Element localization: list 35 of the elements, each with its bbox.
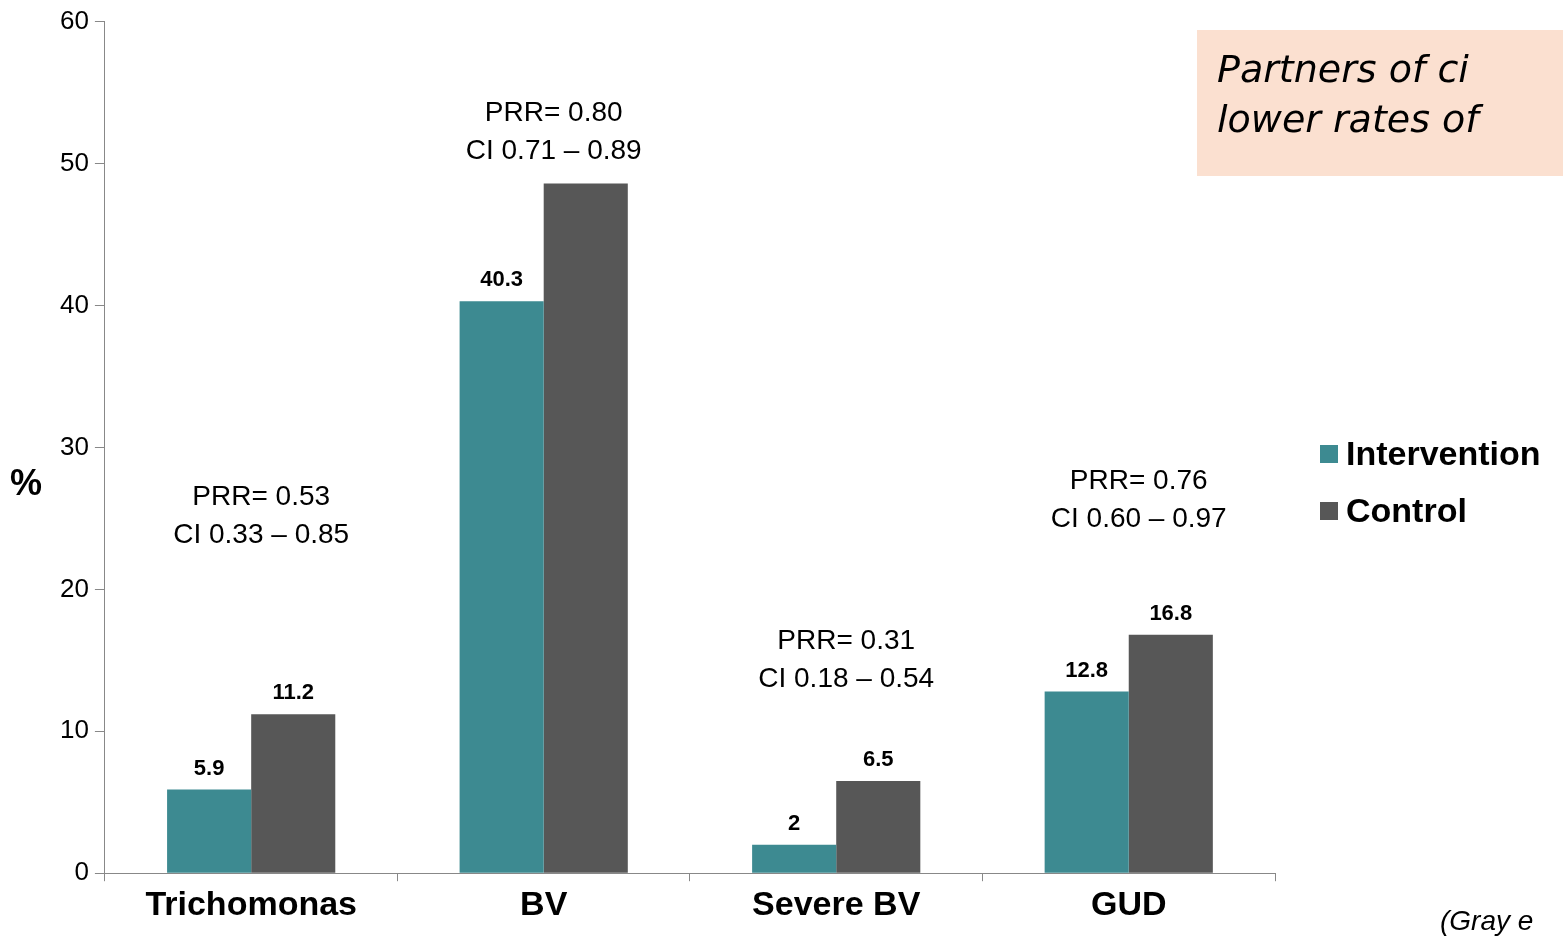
bar — [1044, 691, 1129, 873]
x-tick-label: Severe BV — [752, 883, 921, 922]
bar — [251, 714, 336, 873]
annotation: PRR= 0.31 CI 0.18 – 0.54 — [758, 623, 935, 693]
y-axis-title: % — [10, 462, 43, 504]
text: (Gray e — [1440, 905, 1534, 937]
annotation: PRR= 0.80 CI 0.71 – 0.89 — [465, 95, 642, 165]
data-label: 40.3 — [480, 266, 524, 292]
y-tick-label: 40 — [60, 288, 89, 319]
data-label: 11.2 — [272, 679, 315, 705]
y-tick-label: 30 — [60, 430, 89, 461]
bar — [459, 301, 544, 873]
y-tick-label: 50 — [60, 146, 89, 177]
data-label: 16.8 — [1149, 599, 1193, 625]
data-label: 5.9 — [193, 754, 225, 780]
bar — [167, 789, 252, 873]
x-tick-label: BV — [520, 883, 568, 922]
data-label: 12.8 — [1065, 656, 1109, 682]
legend-label: Control — [1346, 491, 1467, 530]
x-tick-label: GUD — [1090, 883, 1167, 922]
bar — [1128, 634, 1213, 873]
legend-label: Intervention — [1346, 434, 1541, 473]
y-tick-label: 20 — [60, 572, 89, 603]
y-tick-label: 0 — [74, 856, 89, 887]
y-tick-label: 60 — [60, 4, 89, 35]
data-label: 2 — [788, 809, 801, 835]
y-tick-label: 10 — [60, 714, 89, 745]
bar — [752, 844, 837, 873]
annotation: PRR= 0.76 CI 0.60 – 0.97 — [1050, 463, 1227, 533]
annotation: Partners of ci lower rates of — [1197, 30, 1563, 176]
annotation: PRR= 0.53 CI 0.33 – 0.85 — [173, 479, 350, 549]
bar — [543, 183, 628, 873]
data-label: 6.5 — [862, 746, 894, 772]
x-tick-label: Trichomonas — [145, 883, 357, 922]
bar — [836, 780, 921, 873]
